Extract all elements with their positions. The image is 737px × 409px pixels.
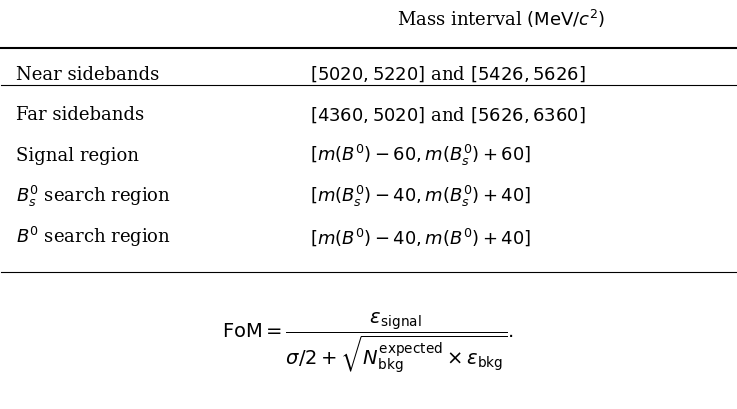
Text: Signal region: Signal region (16, 147, 139, 165)
Text: $B^{0}$ search region: $B^{0}$ search region (16, 225, 171, 249)
Text: $[m(B^{0}) - 40, m(B^{0}) + 40]$: $[m(B^{0}) - 40, m(B^{0}) + 40]$ (310, 226, 531, 248)
Text: Far sidebands: Far sidebands (16, 106, 144, 124)
Text: $[m(B^{0}) - 60, m(B^{0}_{s}) + 60]$: $[m(B^{0}) - 60, m(B^{0}_{s}) + 60]$ (310, 143, 531, 169)
Text: Mass interval $( \mathrm{MeV}/c^{2})$: Mass interval $( \mathrm{MeV}/c^{2})$ (397, 8, 605, 30)
Text: Near sidebands: Near sidebands (16, 65, 159, 83)
Text: $[m(B^{0}_{s}) - 40, m(B^{0}_{s}) + 40]$: $[m(B^{0}_{s}) - 40, m(B^{0}_{s}) + 40]$ (310, 184, 531, 209)
Text: $[5020, 5220]$ and $[5426, 5626]$: $[5020, 5220]$ and $[5426, 5626]$ (310, 65, 585, 84)
Text: $\mathrm{FoM} = \dfrac{\varepsilon_{\mathrm{signal}}}{\sigma/2 + \sqrt{N_{\mathr: $\mathrm{FoM} = \dfrac{\varepsilon_{\mat… (223, 310, 514, 375)
Text: $B^{0}_{s}$ search region: $B^{0}_{s}$ search region (16, 184, 171, 209)
Text: $[4360, 5020]$ and $[5626, 6360]$: $[4360, 5020]$ and $[5626, 6360]$ (310, 106, 585, 125)
